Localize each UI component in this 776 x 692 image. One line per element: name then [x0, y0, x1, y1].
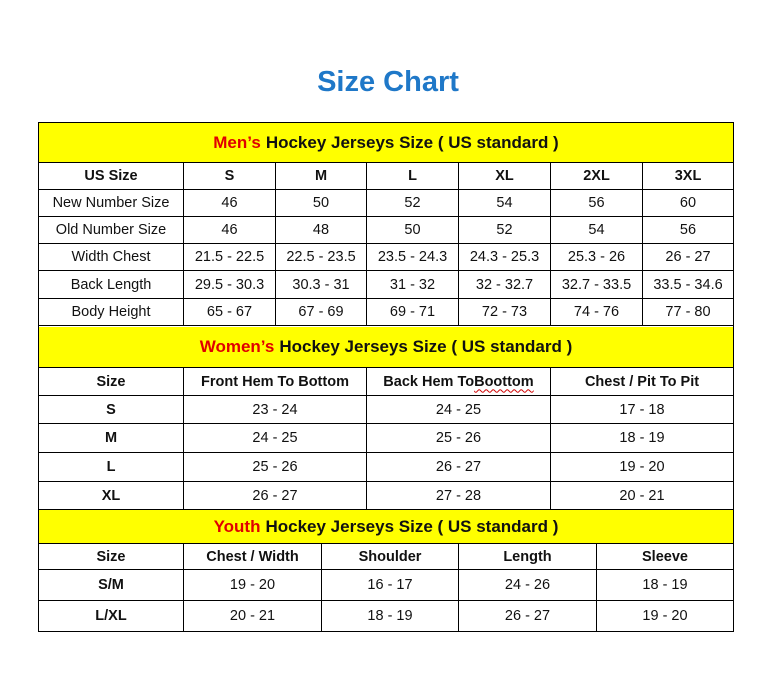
- women-table-cell: 26 - 27: [367, 453, 551, 482]
- youth-table-cell: 24 - 26: [459, 570, 597, 601]
- men-table-cell: 21.5 - 22.5: [184, 244, 276, 271]
- women-table-cell: 25 - 26: [367, 424, 551, 453]
- youth-column-header: Shoulder: [322, 544, 459, 570]
- women-table-cell: 26 - 27: [184, 482, 367, 510]
- women-heading-highlight: Women’s: [199, 337, 275, 356]
- women-column-header: Size: [39, 368, 184, 396]
- men-table-cell: 29.5 - 30.3: [184, 271, 276, 299]
- men-table-cell: Old Number Size: [39, 217, 184, 244]
- women-table-cell: 23 - 24: [184, 396, 367, 424]
- youth-heading-highlight: Youth: [213, 516, 261, 536]
- men-table-cell: 22.5 - 23.5: [276, 244, 367, 271]
- men-table-cell: 50: [276, 190, 367, 217]
- men-table-cell: 32.7 - 33.5: [551, 271, 643, 299]
- men-table-cell: 50: [367, 217, 459, 244]
- men-table-cell: 30.3 - 31: [276, 271, 367, 299]
- youth-column-header: Length: [459, 544, 597, 570]
- men-table-cell: Width Chest: [39, 244, 184, 271]
- men-column-header: 3XL: [643, 163, 733, 190]
- women-table-cell: 20 - 21: [551, 482, 733, 510]
- men-table-cell: Back Length: [39, 271, 184, 299]
- women-section-heading: Women’s Hockey Jerseys Size ( US standard…: [39, 327, 733, 368]
- women-table-cell: S: [39, 396, 184, 424]
- men-table-cell: 65 - 67: [184, 299, 276, 326]
- men-table-cell: 54: [459, 190, 551, 217]
- women-table-cell: 18 - 19: [551, 424, 733, 453]
- women-table-cell: 17 - 18: [551, 396, 733, 424]
- women-table-cell: 25 - 26: [184, 453, 367, 482]
- youth-table-cell: 19 - 20: [597, 601, 733, 632]
- page-title: Size Chart: [317, 66, 459, 98]
- youth-table-cell: 26 - 27: [459, 601, 597, 632]
- youth-table-cell: 20 - 21: [184, 601, 322, 632]
- youth-heading-text: Hockey Jerseys Size ( US standard ): [265, 516, 559, 536]
- youth-table-cell: L/XL: [39, 601, 184, 632]
- men-table-cell: New Number Size: [39, 190, 184, 217]
- men-table-cell: 52: [367, 190, 459, 217]
- men-table-cell: 48: [276, 217, 367, 244]
- men-table-cell: 46: [184, 190, 276, 217]
- men-column-header: XL: [459, 163, 551, 190]
- men-table-cell: 74 - 76: [551, 299, 643, 326]
- men-table-cell: 23.5 - 24.3: [367, 244, 459, 271]
- size-chart-table: Men’s Hockey Jerseys Size ( US standard )…: [38, 122, 734, 632]
- men-column-header: L: [367, 163, 459, 190]
- men-table-cell: 56: [551, 190, 643, 217]
- women-table-cell: 24 - 25: [367, 396, 551, 424]
- youth-column-header: Size: [39, 544, 184, 570]
- youth-table-cell: S/M: [39, 570, 184, 601]
- women-table-cell: XL: [39, 482, 184, 510]
- men-table-cell: Body Height: [39, 299, 184, 326]
- youth-table-cell: 16 - 17: [322, 570, 459, 601]
- men-column-header: US Size: [39, 163, 184, 190]
- men-table-cell: 25.3 - 26: [551, 244, 643, 271]
- youth-section-heading: Youth Hockey Jerseys Size ( US standard ): [39, 510, 733, 544]
- women-table-cell: M: [39, 424, 184, 453]
- youth-table-cell: 19 - 20: [184, 570, 322, 601]
- youth-column-header: Sleeve: [597, 544, 733, 570]
- women-column-header: Front Hem To Bottom: [184, 368, 367, 396]
- youth-table-cell: 18 - 19: [322, 601, 459, 632]
- men-table-cell: 67 - 69: [276, 299, 367, 326]
- men-table-cell: 31 - 32: [367, 271, 459, 299]
- men-table-cell: 33.5 - 34.6: [643, 271, 733, 299]
- youth-column-header: Chest / Width: [184, 544, 322, 570]
- women-table-cell: 24 - 25: [184, 424, 367, 453]
- men-heading-text: Hockey Jerseys Size ( US standard ): [265, 132, 559, 152]
- men-table-cell: 46: [184, 217, 276, 244]
- women-heading-text: Hockey Jerseys Size ( US standard ): [279, 337, 573, 356]
- men-table-cell: 77 - 80: [643, 299, 733, 326]
- men-section-heading: Men’s Hockey Jerseys Size ( US standard ): [39, 123, 733, 163]
- youth-table-cell: 18 - 19: [597, 570, 733, 601]
- men-table-cell: 72 - 73: [459, 299, 551, 326]
- men-table-cell: 24.3 - 25.3: [459, 244, 551, 271]
- women-table-cell: L: [39, 453, 184, 482]
- men-table-cell: 32 - 32.7: [459, 271, 551, 299]
- women-table-cell: 27 - 28: [367, 482, 551, 510]
- men-column-header: S: [184, 163, 276, 190]
- men-table-cell: 56: [643, 217, 733, 244]
- women-column-header: Back Hem To Boottom: [367, 368, 551, 396]
- men-table-cell: 60: [643, 190, 733, 217]
- men-table-cell: 26 - 27: [643, 244, 733, 271]
- men-table-cell: 52: [459, 217, 551, 244]
- men-table-cell: 69 - 71: [367, 299, 459, 326]
- women-column-header: Chest / Pit To Pit: [551, 368, 733, 396]
- men-column-header: 2XL: [551, 163, 643, 190]
- women-table-cell: 19 - 20: [551, 453, 733, 482]
- men-table-cell: 54: [551, 217, 643, 244]
- men-heading-highlight: Men’s: [213, 132, 261, 152]
- men-column-header: M: [276, 163, 367, 190]
